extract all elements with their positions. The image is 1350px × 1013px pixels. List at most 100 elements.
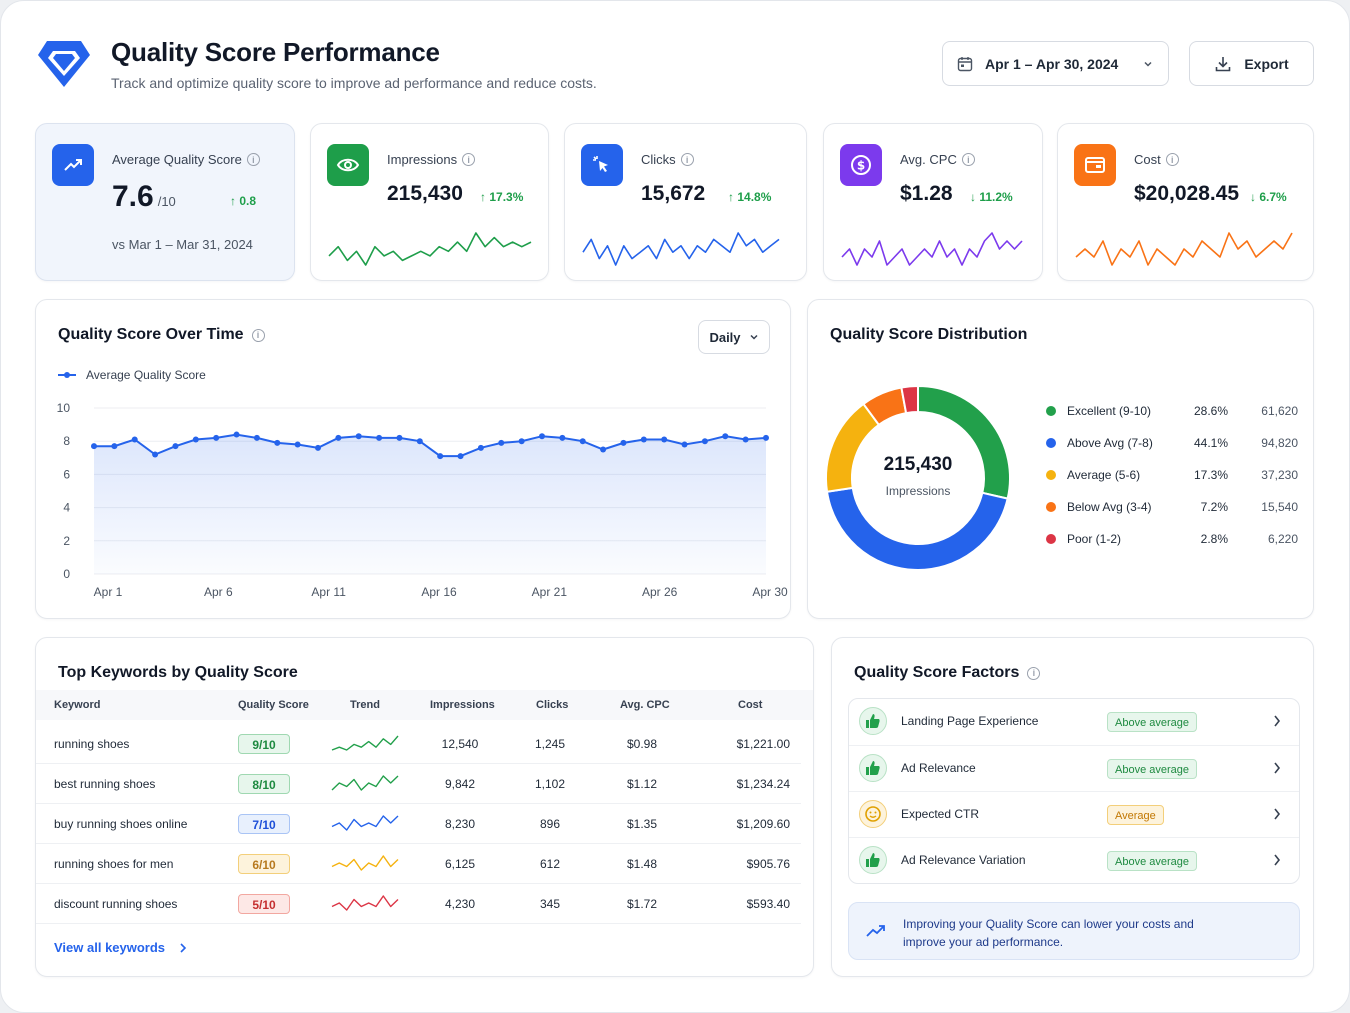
kpi-card-cost[interactable]: Cost i $20,028.45 ↓ 6.7% — [1057, 123, 1314, 281]
data-point[interactable] — [91, 443, 97, 450]
donut-center-label: Impressions — [885, 484, 951, 498]
sparkline-series — [331, 895, 399, 911]
info-icon[interactable]: i — [1165, 153, 1179, 166]
data-point[interactable] — [701, 438, 708, 445]
cursor-click-icon — [581, 144, 623, 186]
column-header[interactable]: Impressions — [430, 699, 495, 711]
legend-percent: 44.1% — [1193, 436, 1228, 450]
legend-label: Average Quality Score — [86, 368, 206, 382]
table-row[interactable]: best running shoes 8/10 9,842 1,102 $1.12 $1,… — [36, 764, 801, 804]
data-point[interactable] — [498, 439, 505, 446]
data-point[interactable] — [335, 434, 342, 441]
donut-slice[interactable] — [825, 486, 1009, 571]
data-point[interactable] — [274, 439, 281, 446]
date-range-picker[interactable]: Apr 1 – Apr 30, 2024 — [942, 41, 1169, 86]
info-icon[interactable]: i — [251, 328, 265, 342]
donut-slice[interactable] — [900, 384, 919, 415]
data-point[interactable] — [294, 441, 301, 448]
data-point[interactable] — [477, 444, 484, 451]
chevron-right-icon[interactable] — [1273, 807, 1281, 821]
table-row[interactable]: buy running shoes online 7/10 8,230 896 $1.3… — [36, 804, 801, 844]
legend-item[interactable]: Average (5-6) 17.3% 37,230 — [1046, 466, 1298, 486]
data-point[interactable] — [396, 434, 403, 441]
info-icon[interactable]: i — [462, 153, 476, 166]
legend-item[interactable]: Excellent (9-10) 28.6% 61,620 — [1046, 402, 1298, 422]
y-tick-label: 8 — [63, 434, 70, 448]
info-icon[interactable]: i — [246, 153, 260, 166]
column-header[interactable]: Avg. CPC — [620, 699, 670, 711]
keyword-trend-sparkline — [331, 775, 399, 791]
kpi-card-average-quality-score[interactable]: Average Quality Score i 7.6/10 ↑ 0.8 vs M… — [35, 123, 295, 281]
table-row[interactable]: running shoes 9/10 12,540 1,245 $0.98 $1,221.… — [36, 724, 801, 764]
info-icon[interactable]: i — [1027, 666, 1041, 680]
data-point[interactable] — [111, 443, 118, 450]
data-point[interactable] — [355, 433, 362, 440]
donut-slice[interactable] — [825, 402, 881, 493]
chevron-right-icon[interactable] — [1273, 761, 1281, 775]
data-point[interactable] — [620, 439, 627, 446]
factor-row[interactable]: Ad Relevance Variation Above average — [849, 837, 1299, 883]
x-tick-label: Apr 30 — [752, 585, 788, 599]
info-icon[interactable]: i — [961, 153, 975, 166]
table-row[interactable]: discount running shoes 5/10 4,230 345 $1.72 $… — [36, 884, 801, 924]
data-point[interactable] — [640, 436, 647, 443]
factor-row[interactable]: Ad Relevance Above average — [849, 745, 1299, 791]
thumbs-up-icon — [859, 846, 887, 874]
data-point[interactable] — [131, 436, 138, 443]
impressions-cell: 9,842 — [444, 777, 476, 791]
data-point[interactable] — [579, 438, 586, 445]
data-point[interactable] — [681, 441, 688, 448]
data-point[interactable] — [315, 444, 321, 451]
chevron-right-icon[interactable] — [1273, 853, 1281, 867]
impressions-cell: 4,230 — [444, 897, 476, 911]
data-point[interactable] — [600, 446, 607, 453]
data-point[interactable] — [763, 434, 769, 441]
legend-item[interactable]: Below Avg (3-4) 7.2% 15,540 — [1046, 498, 1298, 518]
factor-row[interactable]: Landing Page Experience Above average — [849, 699, 1299, 745]
kpi-card-clicks[interactable]: Clicks i 15,672 ↑ 14.8% — [564, 123, 807, 281]
data-point[interactable] — [539, 433, 545, 440]
column-header[interactable]: Cost — [738, 699, 763, 711]
data-point[interactable] — [192, 436, 199, 443]
keyword-cell: best running shoes — [54, 777, 156, 791]
data-point[interactable] — [661, 436, 668, 443]
data-point[interactable] — [253, 434, 260, 441]
kpi-card-avg-cpc[interactable]: $ Avg. CPC i $1.28 ↓ 11.2% — [823, 123, 1043, 281]
data-point[interactable] — [722, 433, 729, 440]
kpi-card-impressions[interactable]: Impressions i 215,430 ↑ 17.3% — [310, 123, 549, 281]
factor-status-badge: Above average — [1107, 851, 1197, 871]
chevron-right-icon[interactable] — [1273, 714, 1281, 728]
table-row[interactable]: running shoes for men 6/10 6,125 612 $1.48 $9… — [36, 844, 801, 884]
donut-slice[interactable] — [917, 384, 1011, 500]
factor-status-badge: Above average — [1107, 712, 1197, 732]
cpc-cell: $0.98 — [626, 737, 658, 751]
column-header[interactable]: Keyword — [54, 699, 101, 711]
data-point[interactable] — [437, 453, 444, 460]
data-point[interactable] — [152, 451, 159, 458]
data-point[interactable] — [233, 431, 240, 438]
keyword-cell: discount running shoes — [54, 897, 178, 911]
info-icon[interactable]: i — [680, 153, 694, 166]
quality-score-badge: 9/10 — [238, 734, 290, 754]
data-point[interactable] — [172, 443, 179, 450]
kpi-label: Avg. CPC i — [900, 152, 975, 167]
data-point[interactable] — [457, 453, 464, 460]
data-point[interactable] — [416, 438, 423, 445]
cost-cell: $1,234.24 — [736, 777, 790, 791]
column-header[interactable]: Clicks — [536, 699, 569, 711]
legend-item[interactable]: Poor (1-2) 2.8% 6,220 — [1046, 530, 1298, 550]
view-all-keywords-link[interactable]: View all keywords — [54, 940, 187, 955]
keyword-trend-sparkline — [331, 895, 399, 911]
kpi-value: 15,672 — [641, 182, 706, 205]
export-button[interactable]: Export — [1189, 41, 1314, 86]
data-point[interactable] — [518, 438, 525, 445]
column-header[interactable]: Trend — [350, 699, 380, 711]
data-point[interactable] — [376, 434, 383, 441]
data-point[interactable] — [559, 434, 566, 441]
granularity-select[interactable]: Daily — [698, 320, 770, 354]
data-point[interactable] — [742, 436, 749, 443]
data-point[interactable] — [213, 434, 220, 441]
column-header[interactable]: Quality Score — [238, 699, 309, 711]
factor-row[interactable]: Expected CTR Average — [849, 791, 1299, 837]
legend-item[interactable]: Above Avg (7-8) 44.1% 94,820 — [1046, 434, 1298, 454]
